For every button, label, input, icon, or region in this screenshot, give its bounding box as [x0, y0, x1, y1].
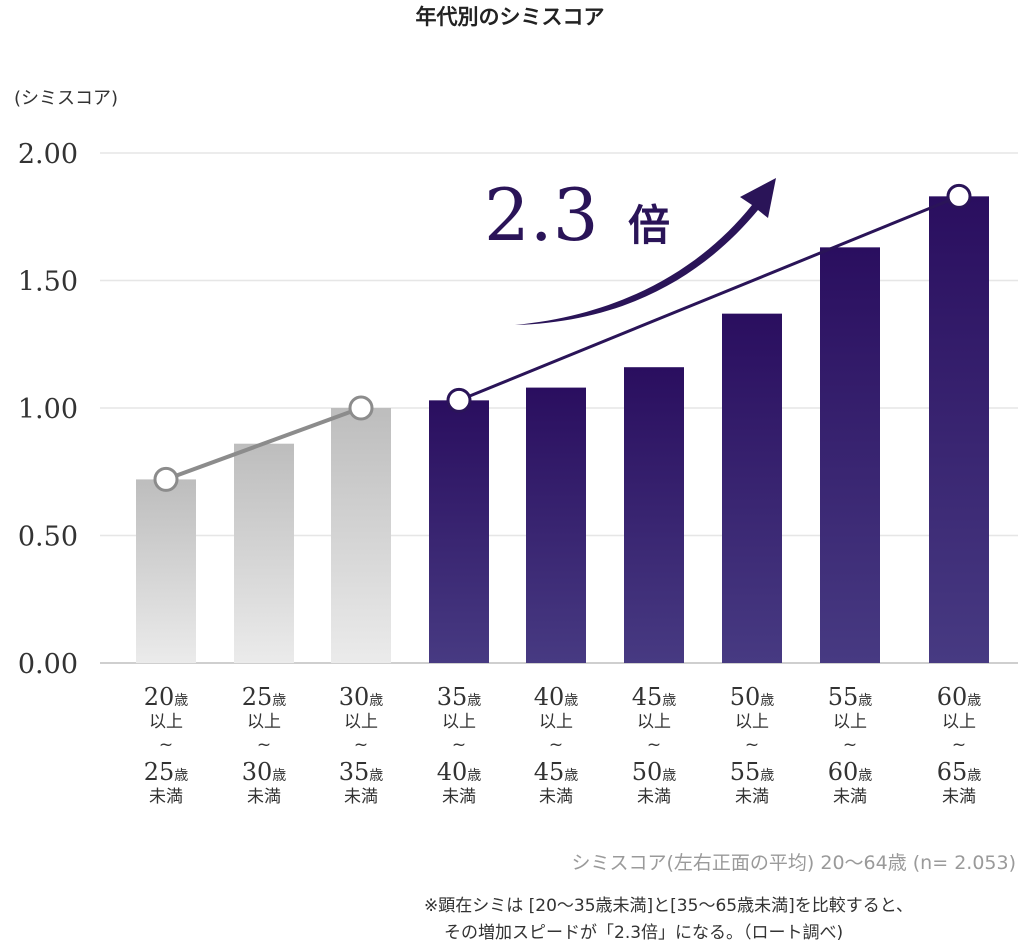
annotation-number: 2.3	[484, 173, 599, 257]
x-tick-label: 以上	[539, 712, 573, 732]
x-tick-label: 45歳	[534, 758, 579, 786]
x-tick-label: ~	[354, 735, 368, 755]
x-tick-label: 未満	[149, 787, 183, 807]
x-tick-label: 未満	[735, 787, 769, 807]
x-tick-label: 未満	[637, 787, 671, 807]
bar-5	[624, 367, 684, 663]
trend-arrow	[515, 178, 776, 325]
x-tick-label: 以上	[735, 712, 769, 732]
x-tick-label: 20歳	[144, 683, 189, 711]
x-tick-label: 以上	[442, 712, 476, 732]
x-tick-label: 未満	[442, 787, 476, 807]
bar-6	[722, 313, 782, 663]
x-tick-label: ~	[159, 735, 173, 755]
source-note: シミスコア(左右正面の平均) 20〜64歳 (n= 2.053)	[571, 852, 1016, 874]
x-tick-label: 65歳	[937, 758, 982, 786]
x-tick-label: 30歳	[242, 758, 287, 786]
x-tick-label: 以上	[637, 712, 671, 732]
x-tick-label: 未満	[833, 787, 867, 807]
y-axis-label: (シミスコア)	[14, 88, 118, 109]
x-tick-label: 30歳	[339, 683, 384, 711]
x-tick-label: 60歳	[937, 683, 982, 711]
x-tick-label: 40歳	[437, 758, 482, 786]
bar-3	[429, 400, 489, 663]
annotation-suffix: 倍	[628, 201, 670, 250]
bar-7	[820, 247, 880, 663]
trend-point	[946, 183, 972, 209]
trend-line-purple	[458, 194, 960, 402]
x-tick-label: 未満	[247, 787, 281, 807]
bar-0	[136, 479, 196, 663]
x-tick-label: ~	[257, 735, 271, 755]
x-tick-label: ~	[647, 735, 661, 755]
bar-2	[331, 408, 391, 663]
bar-1	[234, 443, 294, 663]
x-tick-label: ~	[452, 735, 466, 755]
footnote-line-1: ※顕在シミは [20〜35歳未満]と[35〜65歳未満]を比較すると、	[424, 896, 914, 916]
x-tick-label: 以上	[247, 712, 281, 732]
x-tick-label: 35歳	[437, 683, 482, 711]
trend-point	[446, 387, 472, 413]
x-tick-label: 未満	[344, 787, 378, 807]
x-tick-label: 以上	[344, 712, 378, 732]
footnote-line-2: その増加スピードが「2.3倍」になる。（ロート調べ)	[444, 923, 844, 943]
x-tick-label: 以上	[833, 712, 867, 732]
x-tick-label: ~	[952, 735, 966, 755]
x-tick-label: 以上	[149, 712, 183, 732]
y-tick-label: 1.50	[18, 267, 78, 298]
chart-title: 年代別のシミスコア	[416, 5, 605, 29]
bar-4	[526, 387, 586, 663]
x-tick-label: 未満	[942, 787, 976, 807]
trend-line-gray	[165, 406, 362, 482]
y-tick-label: 0.00	[18, 649, 78, 680]
x-tick-label: 55歳	[828, 683, 873, 711]
x-tick-label: 50歳	[730, 683, 775, 711]
x-tick-label: 55歳	[730, 758, 775, 786]
x-tick-label: ~	[549, 735, 563, 755]
x-tick-label: 60歳	[828, 758, 873, 786]
y-tick-label: 0.50	[18, 522, 78, 553]
y-tick-label: 2.00	[18, 139, 78, 170]
x-tick-label: ~	[843, 735, 857, 755]
trend-point	[348, 395, 374, 421]
y-tick-label: 1.00	[18, 394, 78, 425]
x-tick-label: ~	[745, 735, 759, 755]
x-tick-label: 25歳	[242, 683, 287, 711]
x-tick-label: 25歳	[144, 758, 189, 786]
x-tick-label: 40歳	[534, 683, 579, 711]
x-tick-label: 未満	[539, 787, 573, 807]
x-tick-label: 50歳	[632, 758, 677, 786]
x-tick-label: 45歳	[632, 683, 677, 711]
bar-8	[929, 196, 989, 663]
trend-point	[153, 466, 179, 492]
x-tick-label: 35歳	[339, 758, 384, 786]
x-tick-label: 以上	[942, 712, 976, 732]
